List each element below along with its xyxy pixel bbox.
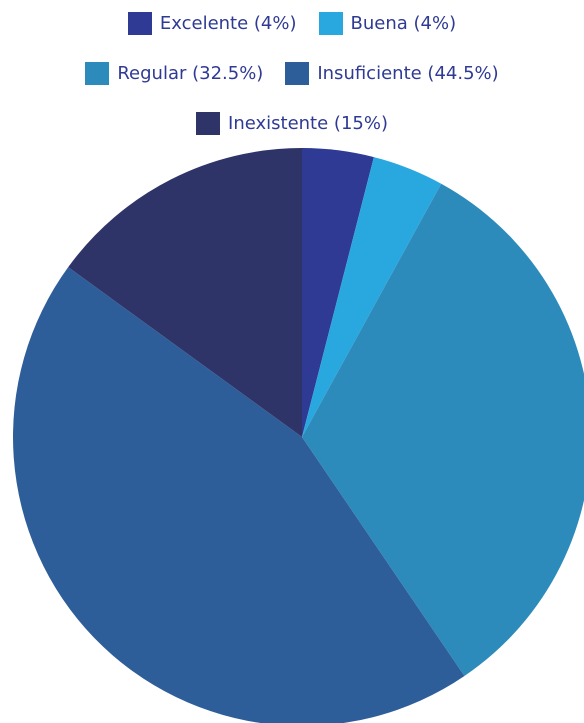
pie-slice — [302, 183, 584, 677]
legend-swatch — [196, 111, 221, 135]
pie-slice — [68, 148, 302, 437]
legend-label: Excelente (4%) — [159, 12, 297, 34]
legend-swatch — [285, 61, 310, 85]
legend-row: Excelente (4%) Buena (4%) — [0, 10, 584, 60]
pie-slice — [13, 267, 465, 723]
legend-label: Regular (32.5%) — [117, 62, 264, 84]
pie-slice — [302, 157, 442, 437]
legend-item: Insuficiente (44.5%) — [285, 60, 499, 86]
legend-row: Regular (32.5%) Insuficiente (44.5%) — [0, 60, 584, 110]
legend-item: Inexistente (15%) — [196, 110, 388, 136]
legend-row: Inexistente (15%) — [0, 110, 584, 160]
legend-item: Regular (32.5%) — [85, 60, 263, 86]
legend-label: Inexistente (15%) — [228, 112, 388, 134]
legend-item: Excelente (4%) — [127, 10, 297, 36]
pie-slice — [302, 148, 374, 437]
legend-swatch — [85, 61, 110, 85]
legend-label: Buena (4%) — [350, 12, 457, 34]
legend-label: Insuficiente (44.5%) — [317, 62, 499, 84]
legend: Excelente (4%) Buena (4%) Regular (32.5%) I… — [0, 10, 584, 160]
legend-item: Buena (4%) — [318, 10, 457, 36]
legend-swatch — [318, 11, 343, 35]
legend-swatch — [127, 11, 152, 35]
